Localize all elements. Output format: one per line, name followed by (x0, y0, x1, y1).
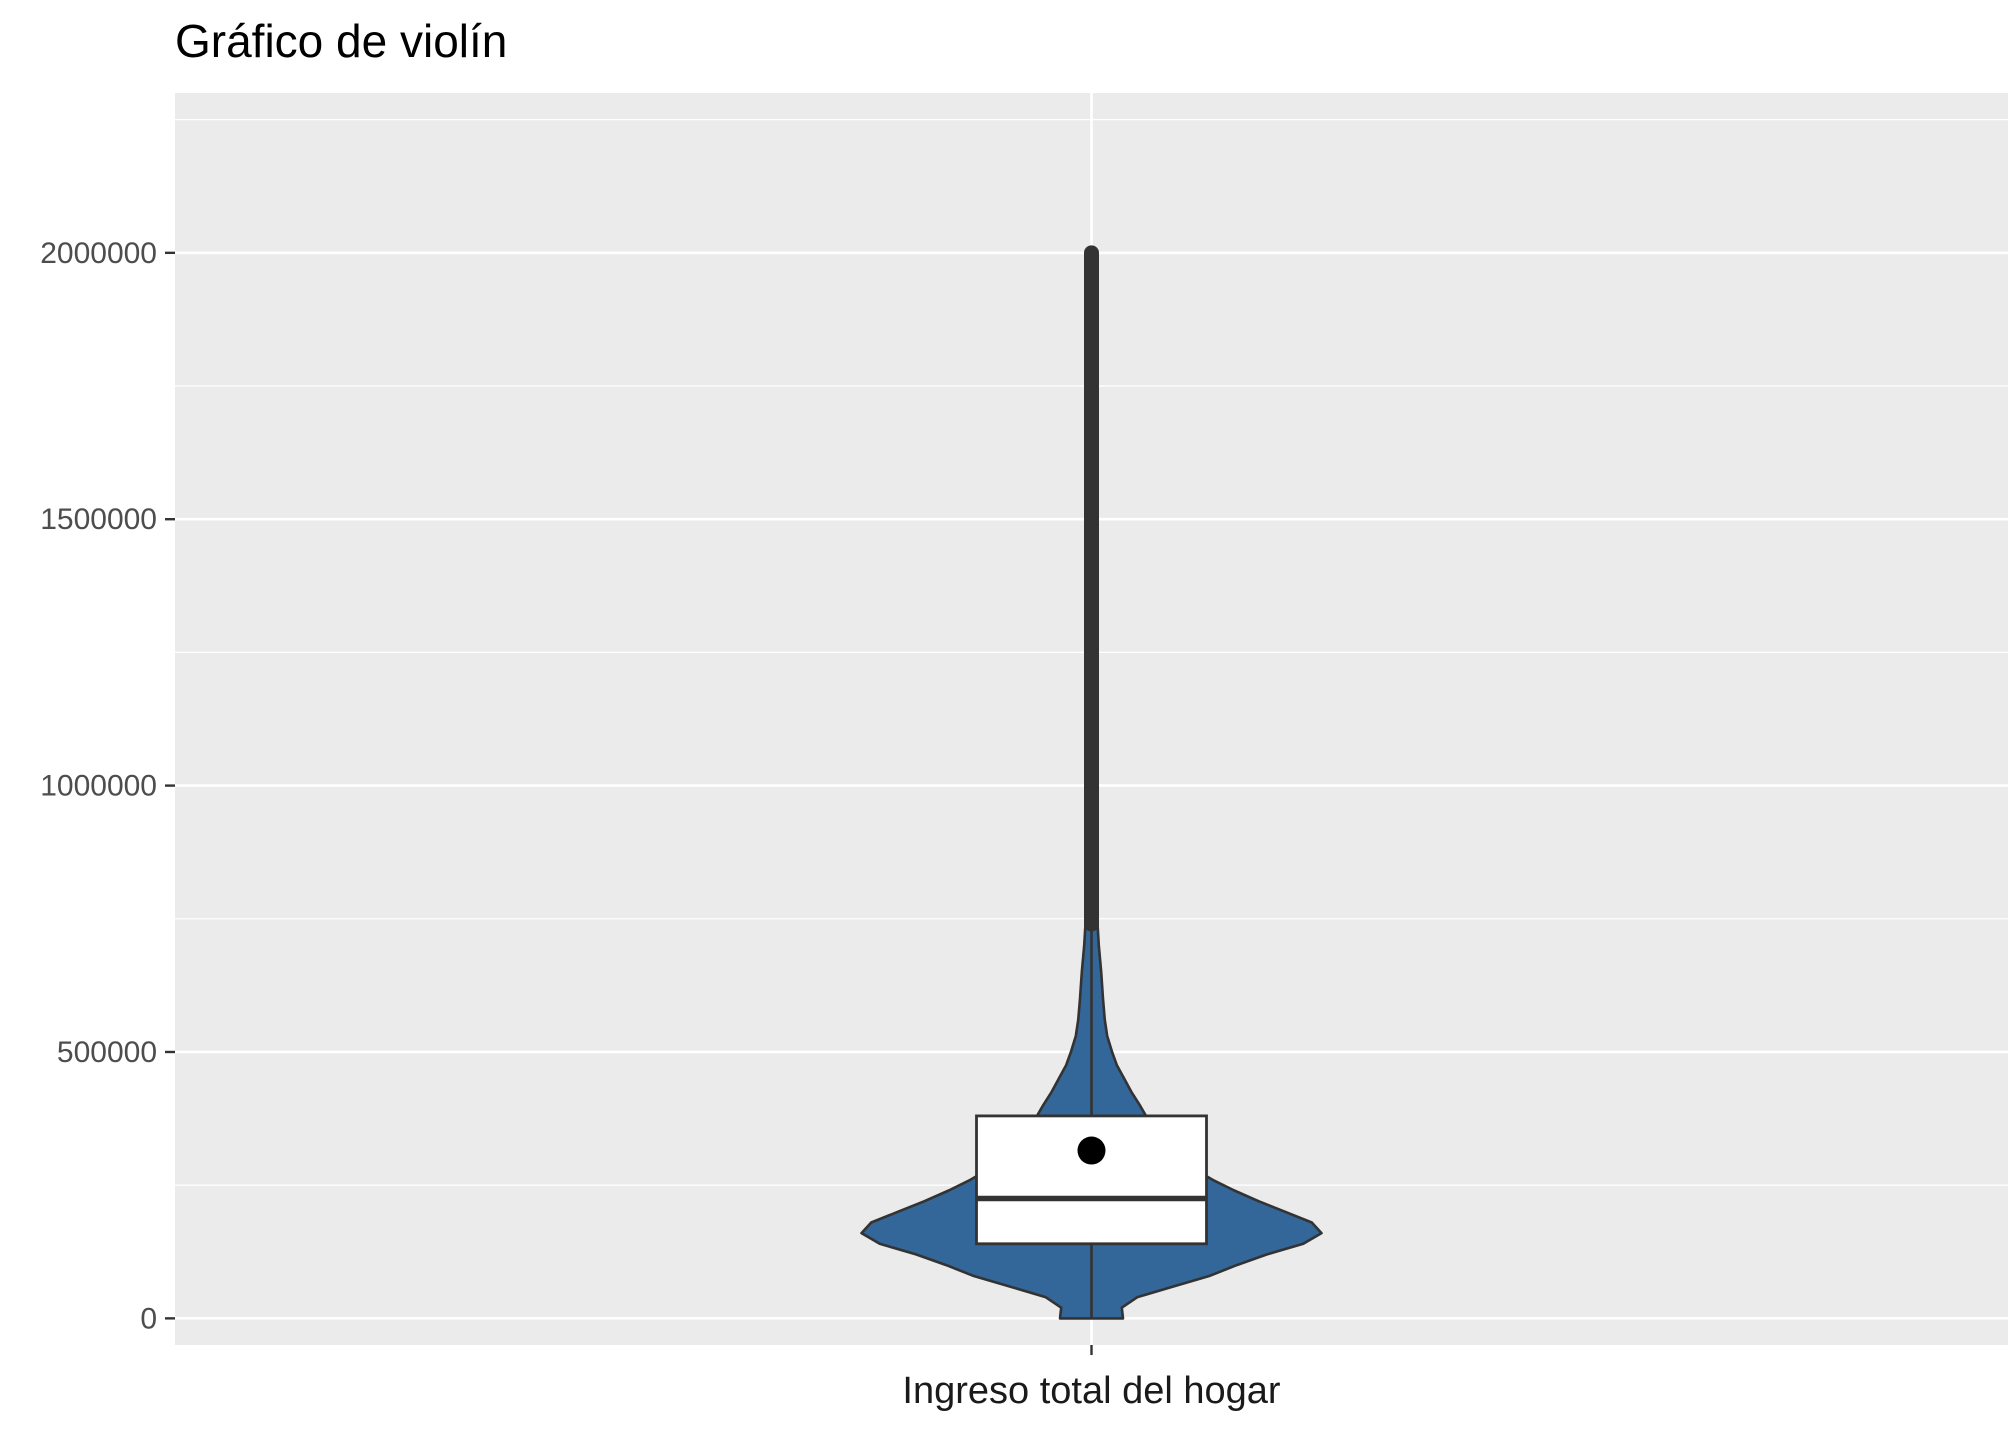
y-tick-label: 0 (140, 1302, 157, 1335)
box-iqr (975, 1114, 1208, 1246)
y-tick-label: 500000 (57, 1036, 157, 1069)
chart-title: Gráfico de violín (175, 15, 508, 67)
x-axis: Ingreso total del hogar (902, 1345, 1281, 1412)
x-category-label: Ingreso total del hogar (902, 1370, 1280, 1412)
mean-point (1077, 1136, 1106, 1165)
boxplot-layer (975, 245, 1208, 1319)
y-tick-label: 2000000 (40, 237, 157, 270)
y-tick-label: 1500000 (40, 503, 157, 536)
y-tick-label: 1000000 (40, 770, 157, 803)
y-axis: 0 500000 1000000 1500000 2000000 (40, 237, 175, 1335)
